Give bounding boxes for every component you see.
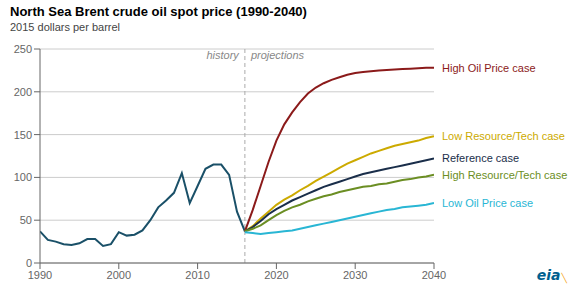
svg-text:100: 100 — [14, 171, 32, 183]
svg-text:projections: projections — [250, 49, 305, 61]
svg-text:Low Resource/Tech case: Low Resource/Tech case — [442, 130, 565, 142]
svg-text:2030: 2030 — [343, 269, 367, 281]
svg-text:0: 0 — [26, 257, 32, 269]
svg-text:2040: 2040 — [422, 269, 446, 281]
svg-text:200: 200 — [14, 86, 32, 98]
svg-text:High Oil Price case: High Oil Price case — [442, 62, 536, 74]
svg-text:Reference case: Reference case — [442, 152, 519, 164]
svg-text:50: 50 — [20, 214, 32, 226]
svg-text:250: 250 — [14, 43, 32, 55]
svg-text:High Resource/Tech case: High Resource/Tech case — [442, 169, 567, 181]
svg-text:history: history — [206, 49, 240, 61]
svg-text:Low Oil Price case: Low Oil Price case — [442, 197, 533, 209]
svg-text:1990: 1990 — [28, 269, 52, 281]
svg-text:2010: 2010 — [185, 269, 209, 281]
svg-text:2020: 2020 — [264, 269, 288, 281]
html-text:North Sea Brent crude oil spot: North Sea Brent crude oil spot price (19… — [10, 4, 307, 19]
html-text:2015 dollars per barrel: 2015 dollars per barrel — [10, 21, 121, 33]
html-text:eia╲: eia╲ — [536, 267, 567, 283]
svg-text:2000: 2000 — [107, 269, 131, 281]
svg-text:150: 150 — [14, 129, 32, 141]
